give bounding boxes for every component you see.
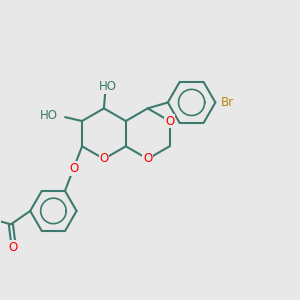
Text: O: O xyxy=(143,152,152,165)
Text: HO: HO xyxy=(98,80,116,93)
Text: HO: HO xyxy=(40,109,58,122)
Text: O: O xyxy=(9,241,18,254)
Text: O: O xyxy=(165,115,174,128)
Text: Br: Br xyxy=(221,96,234,109)
Text: O: O xyxy=(99,152,109,165)
Text: O: O xyxy=(69,162,78,175)
